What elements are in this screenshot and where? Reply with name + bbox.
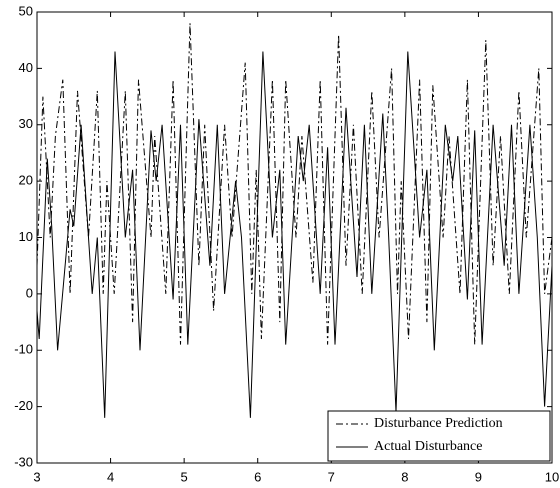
y-tick-label: 30	[19, 116, 33, 131]
y-tick-label: -20	[14, 398, 33, 413]
legend-label: Disturbance Prediction	[374, 416, 503, 431]
x-tick-label: 9	[475, 469, 482, 484]
y-tick-label: 20	[19, 173, 33, 188]
y-tick-label: 0	[26, 285, 33, 300]
x-tick-label: 8	[401, 469, 408, 484]
x-tick-label: 3	[33, 469, 40, 484]
plot-area	[36, 11, 553, 464]
y-tick-label: -10	[14, 342, 33, 357]
legend: Disturbance Prediction Actual Disturbance	[327, 410, 551, 462]
legend-box	[327, 410, 551, 462]
y-tick-label: 40	[19, 60, 33, 75]
x-tick-label: 4	[107, 469, 114, 484]
legend-label: Actual Disturbance	[374, 439, 482, 454]
series-line	[36, 51, 553, 418]
y-tick-label: -30	[14, 454, 33, 469]
y-tick-label: 50	[19, 3, 33, 18]
y-tick-label: 10	[19, 229, 33, 244]
x-tick-label: 7	[328, 469, 335, 484]
x-tick-label: 6	[254, 469, 261, 484]
x-tick-label: 5	[181, 469, 188, 484]
x-tick-label: 10	[545, 469, 559, 484]
